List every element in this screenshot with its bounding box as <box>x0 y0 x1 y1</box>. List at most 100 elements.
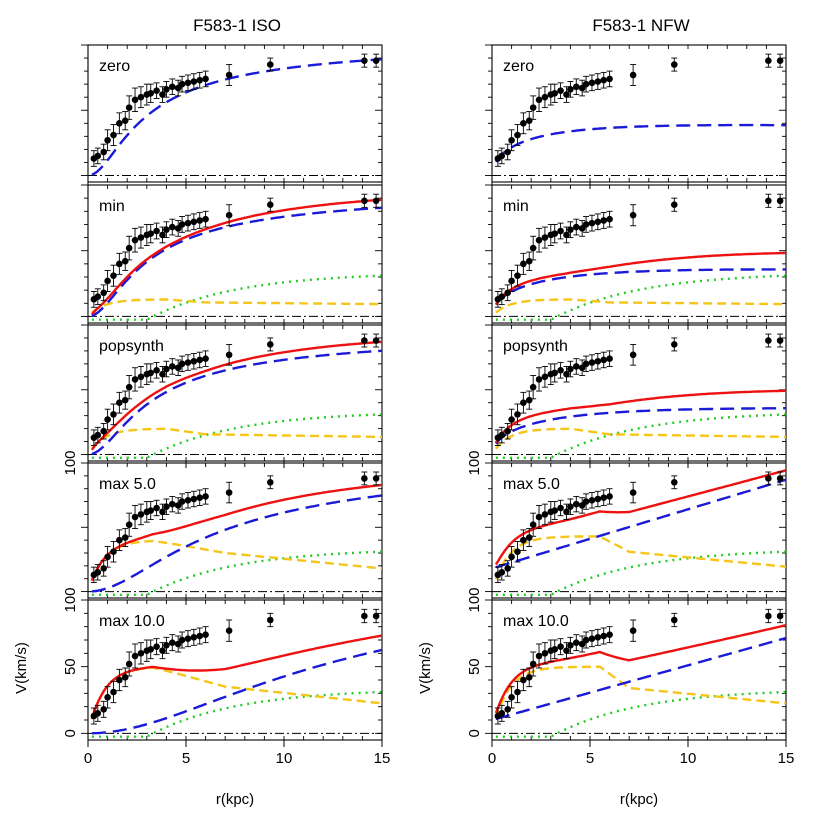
right-column-title: F583-1 NFW <box>592 16 689 35</box>
data-point <box>514 680 521 704</box>
data-point <box>94 147 102 165</box>
data-marker <box>147 646 155 653</box>
data-point <box>190 73 198 90</box>
data-marker <box>520 399 527 407</box>
data-marker <box>594 634 602 641</box>
data-point <box>525 667 533 688</box>
panel-iso-3: popsynth <box>81 324 383 468</box>
data-marker <box>121 117 129 124</box>
data-marker <box>514 688 521 696</box>
data-point <box>594 73 602 90</box>
data-marker <box>153 227 160 235</box>
data-point <box>137 642 145 665</box>
data-point <box>153 222 160 240</box>
data-marker <box>529 383 537 391</box>
data-marker <box>266 478 274 486</box>
data-marker <box>159 508 166 516</box>
data-point <box>629 343 637 366</box>
data-point <box>572 78 580 96</box>
panel-label: max 5.0 <box>503 476 560 493</box>
data-point <box>670 197 678 212</box>
data-point <box>100 700 107 718</box>
data-marker <box>629 211 637 219</box>
data-marker <box>125 244 133 252</box>
data-point <box>153 499 160 517</box>
halo-curve <box>91 58 382 176</box>
data-point <box>110 680 117 704</box>
data-marker <box>131 96 139 104</box>
data-point <box>529 375 537 400</box>
panel-iso-1: zero <box>81 44 383 189</box>
data-marker <box>178 636 186 644</box>
data-marker <box>525 257 533 265</box>
data-marker <box>529 521 537 529</box>
data-marker <box>563 508 570 516</box>
data-marker <box>551 507 559 514</box>
x-tick-label: 10 <box>680 750 697 767</box>
data-marker <box>196 632 204 640</box>
data-point <box>190 213 198 231</box>
data-point <box>225 204 233 227</box>
data-point <box>202 70 209 88</box>
data-marker <box>202 493 209 500</box>
data-marker <box>104 416 111 423</box>
panel-frame <box>87 599 383 741</box>
data-marker <box>606 75 613 83</box>
data-marker <box>541 234 549 241</box>
data-point <box>776 608 784 624</box>
data-marker <box>184 635 192 642</box>
panel-label: zero <box>99 58 130 75</box>
halo-curve <box>495 478 786 569</box>
data-point <box>178 355 186 373</box>
total-curve <box>494 251 786 306</box>
data-point <box>202 210 209 228</box>
data-marker <box>178 360 186 368</box>
panel-frame <box>491 462 787 599</box>
data-marker <box>116 536 123 544</box>
data-marker <box>225 211 233 219</box>
data-marker <box>765 197 772 205</box>
data-point <box>567 360 574 378</box>
data-marker <box>765 57 772 64</box>
data-marker <box>116 676 123 684</box>
data-point <box>196 212 204 229</box>
data-marker <box>196 494 204 502</box>
data-point <box>520 529 527 551</box>
data-marker <box>361 197 368 205</box>
data-marker <box>563 91 570 98</box>
data-point <box>190 490 198 508</box>
data-marker <box>104 553 111 561</box>
data-marker <box>225 489 233 496</box>
data-point <box>147 363 155 383</box>
data-marker <box>372 337 380 344</box>
data-marker <box>159 647 166 654</box>
data-point <box>178 631 186 649</box>
data-marker <box>137 234 145 241</box>
data-marker <box>178 221 186 228</box>
data-marker <box>563 231 570 239</box>
data-marker <box>600 356 608 364</box>
data-point <box>606 210 613 228</box>
data-point <box>196 71 204 89</box>
data-marker <box>525 534 533 541</box>
data-marker <box>168 363 176 370</box>
data-marker <box>498 568 506 576</box>
data-point <box>582 631 590 649</box>
data-marker <box>266 61 274 68</box>
data-marker <box>372 57 380 64</box>
x-tick-label: 10 <box>276 750 293 767</box>
data-marker <box>361 612 368 620</box>
data-point <box>572 634 580 652</box>
disk-curve <box>494 427 786 450</box>
data-point <box>266 57 274 72</box>
data-marker <box>94 710 102 717</box>
data-point <box>520 668 527 692</box>
data-marker <box>225 71 233 79</box>
data-point <box>551 83 559 103</box>
data-point <box>131 643 139 669</box>
data-point <box>110 124 117 146</box>
data-point <box>541 226 549 249</box>
data-point <box>606 488 613 505</box>
halo-curve <box>91 349 382 456</box>
